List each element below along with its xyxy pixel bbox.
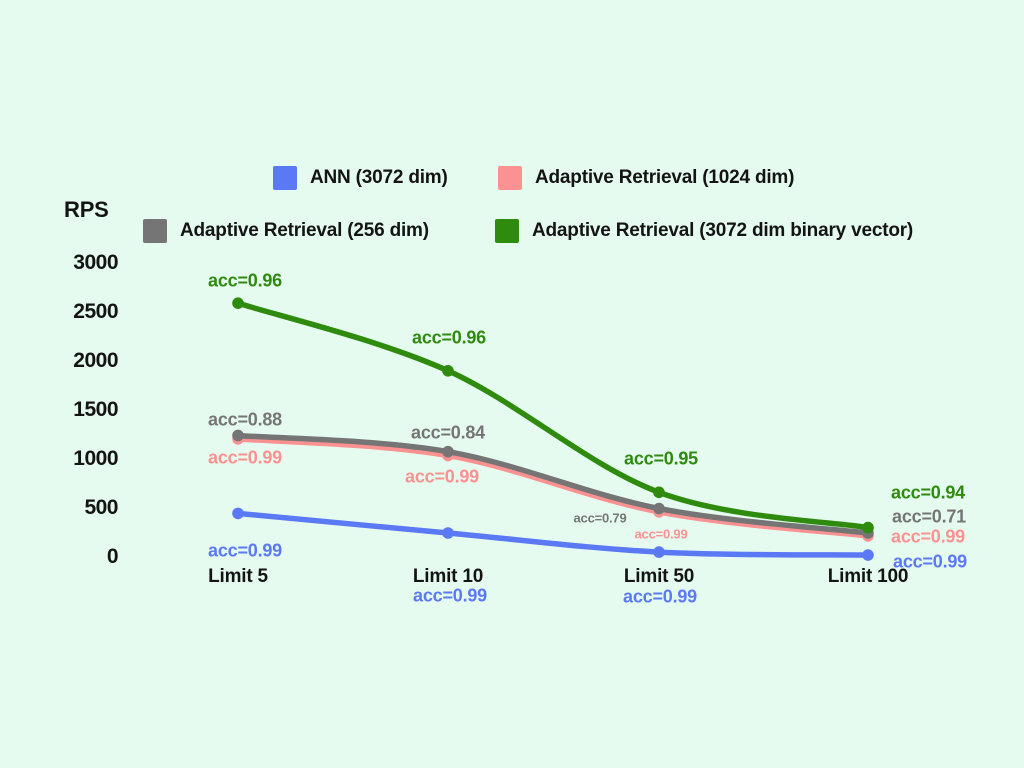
accuracy-label: acc=0.99 bbox=[634, 526, 688, 542]
accuracy-label: acc=0.99 bbox=[208, 540, 282, 561]
x-tick-label: Limit 100 bbox=[827, 566, 909, 587]
series-line bbox=[235, 510, 871, 558]
y-tick-label: 500 bbox=[84, 496, 118, 519]
data-point-marker bbox=[442, 527, 454, 539]
y-tick-label: 3000 bbox=[73, 251, 118, 274]
legend-label: ANN (3072 dim) bbox=[310, 167, 448, 188]
data-point-marker bbox=[653, 502, 665, 515]
accuracy-label: acc=0.99 bbox=[413, 585, 487, 606]
accuracy-label: acc=0.96 bbox=[208, 270, 282, 291]
series-line bbox=[235, 432, 871, 536]
legend-item: Adaptive Retrieval (3072 dim binary vect… bbox=[495, 219, 913, 243]
data-point-marker bbox=[653, 546, 665, 558]
series-line bbox=[235, 300, 871, 531]
x-tick-label: Limit 10 bbox=[412, 566, 484, 587]
accuracy-label: acc=0.96 bbox=[412, 327, 486, 348]
accuracy-label: acc=0.99 bbox=[405, 466, 479, 487]
data-point-marker bbox=[862, 521, 874, 534]
x-tick-label: Limit 50 bbox=[623, 566, 695, 587]
accuracy-label: acc=0.88 bbox=[208, 409, 282, 430]
accuracy-label: acc=0.99 bbox=[623, 586, 697, 607]
legend-item: Adaptive Retrieval (1024 dim) bbox=[498, 166, 794, 190]
legend-label: Adaptive Retrieval (1024 dim) bbox=[535, 167, 795, 188]
accuracy-label: acc=0.95 bbox=[624, 448, 698, 469]
y-tick-label: 2500 bbox=[73, 300, 118, 323]
y-tick-label: 1500 bbox=[73, 398, 118, 421]
legend-item: ANN (3072 dim) bbox=[273, 166, 448, 190]
legend-swatch-icon bbox=[495, 219, 519, 243]
accuracy-label: acc=0.79 bbox=[573, 510, 627, 526]
legend-item: Adaptive Retrieval (256 dim) bbox=[143, 219, 429, 243]
data-point-marker bbox=[442, 445, 454, 458]
data-point-marker bbox=[653, 486, 665, 499]
legend-label: Adaptive Retrieval (256 dim) bbox=[180, 220, 429, 241]
legend-swatch-icon bbox=[273, 166, 297, 190]
data-point-marker bbox=[232, 429, 244, 442]
accuracy-label: acc=0.99 bbox=[208, 447, 282, 468]
x-tick-label: Limit 5 bbox=[208, 566, 268, 587]
series-line bbox=[235, 436, 871, 539]
accuracy-label: acc=0.71 bbox=[892, 506, 966, 527]
y-tick-label: 1000 bbox=[73, 447, 118, 470]
legend-swatch-icon bbox=[143, 219, 167, 243]
data-point-marker bbox=[232, 297, 244, 309]
accuracy-label: acc=0.84 bbox=[411, 422, 485, 443]
y-tick-label: 2000 bbox=[73, 349, 118, 372]
data-point-marker bbox=[232, 507, 244, 520]
data-point-marker bbox=[862, 549, 874, 561]
y-tick-label: 0 bbox=[106, 545, 119, 568]
accuracy-label: acc=0.99 bbox=[893, 551, 967, 572]
data-point-marker bbox=[442, 365, 454, 377]
accuracy-label: acc=0.94 bbox=[891, 482, 965, 503]
legend-label: Adaptive Retrieval (3072 dim binary vect… bbox=[532, 220, 914, 241]
legend-swatch-icon bbox=[498, 166, 522, 190]
accuracy-label: acc=0.99 bbox=[891, 526, 965, 547]
y-axis-title: RPS bbox=[64, 197, 109, 222]
